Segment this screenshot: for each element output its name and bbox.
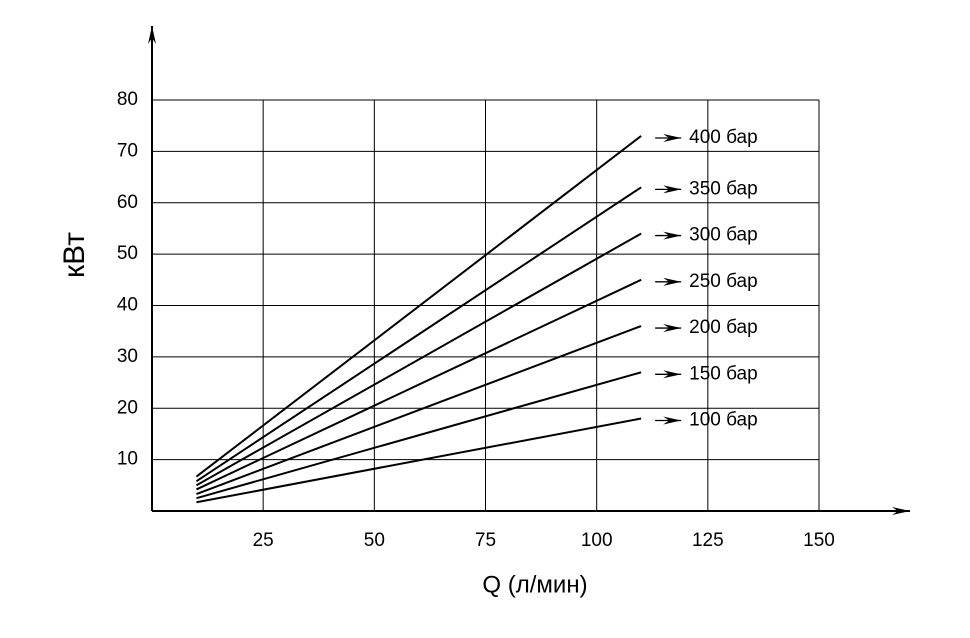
series-label: 300 бар: [689, 225, 758, 246]
y-tick-label: 30: [117, 346, 138, 367]
data-line: [196, 417, 642, 504]
data-line: [196, 278, 642, 491]
x-tick-label: 150: [803, 530, 835, 551]
y-axis-label: кВт: [58, 232, 91, 278]
y-tick-label: 20: [117, 397, 138, 418]
series-label: 200 бар: [689, 317, 758, 338]
x-axis-label: Q (л/мин): [482, 571, 587, 598]
data-line: [195, 186, 642, 483]
y-tick-label: 50: [117, 243, 138, 264]
y-tick-label: 60: [117, 192, 138, 213]
y-tick-label: 10: [117, 449, 138, 470]
x-tick-label: 100: [581, 530, 613, 551]
x-tick-label: 50: [364, 530, 385, 551]
series-label: 250 бар: [689, 271, 758, 292]
data-line: [195, 135, 642, 478]
y-tick-label: 80: [117, 89, 138, 110]
x-tick-label: 25: [253, 530, 274, 551]
y-tick-label: 40: [117, 295, 138, 316]
data-line: [196, 325, 642, 495]
data-line: [196, 371, 642, 500]
series-label: 400 бар: [689, 127, 758, 148]
series-label: 150 бар: [689, 363, 758, 384]
x-tick-label: 125: [692, 530, 724, 551]
y-tick-label: 70: [117, 140, 138, 161]
series-label: 100 бар: [689, 410, 758, 431]
series-label: 350 бар: [689, 178, 758, 199]
x-tick-label: 75: [475, 530, 496, 551]
data-line: [195, 232, 642, 487]
